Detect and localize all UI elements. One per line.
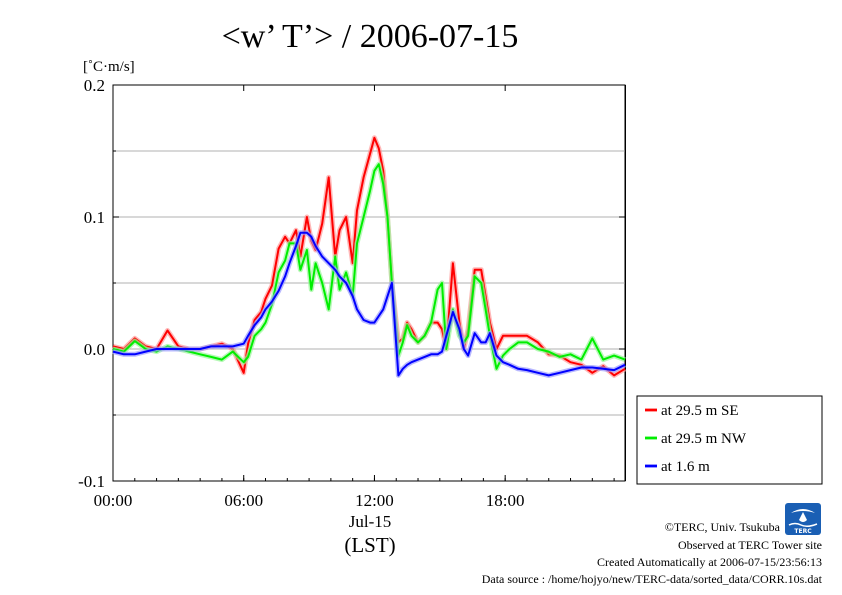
terc-logo: TERC xyxy=(785,503,821,535)
chart-title: <w’ T’> / 2006-07-15 xyxy=(222,18,519,55)
series-line-2 xyxy=(112,231,626,377)
series-line-0 xyxy=(112,136,626,377)
y-tick-label: -0.1 xyxy=(78,472,105,491)
credit-source: Data source : /home/hojyo/new/TERC-data/… xyxy=(482,572,823,586)
legend-label: at 1.6 m xyxy=(661,459,710,475)
x-axis-label: (LST) xyxy=(344,533,395,557)
series-line-1 xyxy=(112,163,626,370)
y-axis-ticks: 0.2 0.1 0.0 -0.1 xyxy=(78,76,625,491)
plot-right-margin xyxy=(625,85,626,481)
x-tick-label: 00:00 xyxy=(94,491,133,510)
y-tick-label: 0.1 xyxy=(84,208,105,227)
legend-label: at 29.5 m NW xyxy=(661,431,747,447)
series-layer xyxy=(112,135,627,378)
y-tick-label: 0.2 xyxy=(84,76,105,95)
x-axis-date: Jul-15 xyxy=(349,512,392,531)
legend: at 29.5 m SE at 29.5 m NW at 1.6 m xyxy=(636,395,823,485)
logo-text: TERC xyxy=(794,528,812,535)
x-axis-ticks: 00:00 06:00 12:00 18:00 xyxy=(94,85,615,510)
x-tick-label: 06:00 xyxy=(224,491,263,510)
legend-box xyxy=(636,395,823,485)
credit-created: Created Automatically at 2006-07-15/23:5… xyxy=(597,555,822,569)
x-tick-label: 18:00 xyxy=(486,491,525,510)
legend-label: at 29.5 m SE xyxy=(661,403,739,419)
credit-observed: Observed at TERC Tower site xyxy=(678,538,822,552)
y-axis-label: [˚C·m/s] xyxy=(83,59,135,75)
credit-copyright: ©TERC, Univ. Tsukuba xyxy=(665,520,781,534)
y-tick-label: 0.0 xyxy=(84,340,105,359)
x-tick-label: 12:00 xyxy=(355,491,394,510)
